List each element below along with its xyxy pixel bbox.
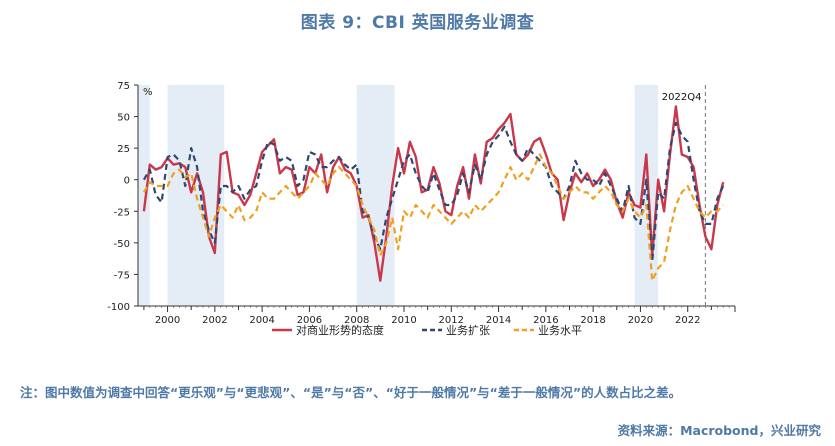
y-tick-label-5: -50 — [114, 239, 130, 250]
y-tick-label-1: 50 — [117, 113, 130, 124]
annotation-label: 2022Q4 — [662, 92, 702, 103]
x-tick-label-7: 2014 — [486, 315, 511, 326]
x-tick-label-0: 2000 — [155, 315, 180, 326]
y-tick-label-4: -25 — [114, 207, 130, 218]
recession-bands — [138, 85, 659, 306]
recession-band-0 — [138, 85, 150, 306]
footnote: 注：图中数值为调查中回答“更乐观”与“更悲观”、“是”与“否”、“好于一般情况”… — [20, 385, 682, 400]
recession-band-2 — [356, 85, 395, 306]
y-tick-label-6: -75 — [114, 270, 130, 281]
source-line: 资料来源：Macrobond，兴业研究 — [617, 423, 821, 438]
x-tick-label-2: 2004 — [249, 315, 274, 326]
x-tick-label-1: 2002 — [202, 315, 227, 326]
x-tick-label-11: 2022 — [675, 315, 700, 326]
series-lines — [142, 105, 725, 282]
legend: 对商业形势的态度 业务扩张 业务水平 — [272, 323, 582, 337]
x-tick-label-8: 2016 — [533, 315, 558, 326]
series-line-1 — [142, 121, 725, 263]
x-tick-label-6: 2012 — [439, 315, 464, 326]
y-tick-label-3: 0 — [124, 176, 130, 187]
y-tick-label-0: 75 — [117, 81, 130, 92]
x-tick-label-9: 2018 — [580, 315, 605, 326]
legend-label-2: 业务水平 — [538, 324, 582, 337]
legend-label-0: 对商业形势的态度 — [296, 323, 384, 337]
x-tick-label-10: 2020 — [628, 315, 653, 326]
y-tick-label-2: 25 — [117, 144, 130, 155]
chart-title: 图表 9：CBI 英国服务业调查 — [300, 13, 535, 33]
x-tick-label-5: 2010 — [391, 315, 416, 326]
axes: 75 50 25 0 -25 -50 -75 -100% 2000 2002 2004 2006 200… — [107, 81, 736, 326]
legend-label-1: 业务扩张 — [446, 323, 490, 337]
y-tick-label-7: -100 — [107, 302, 130, 313]
unit-label: % — [143, 87, 153, 98]
series-line-2 — [142, 153, 725, 282]
x-tick-label-3: 2006 — [297, 315, 322, 326]
x-tick-label-4: 2008 — [344, 315, 369, 326]
